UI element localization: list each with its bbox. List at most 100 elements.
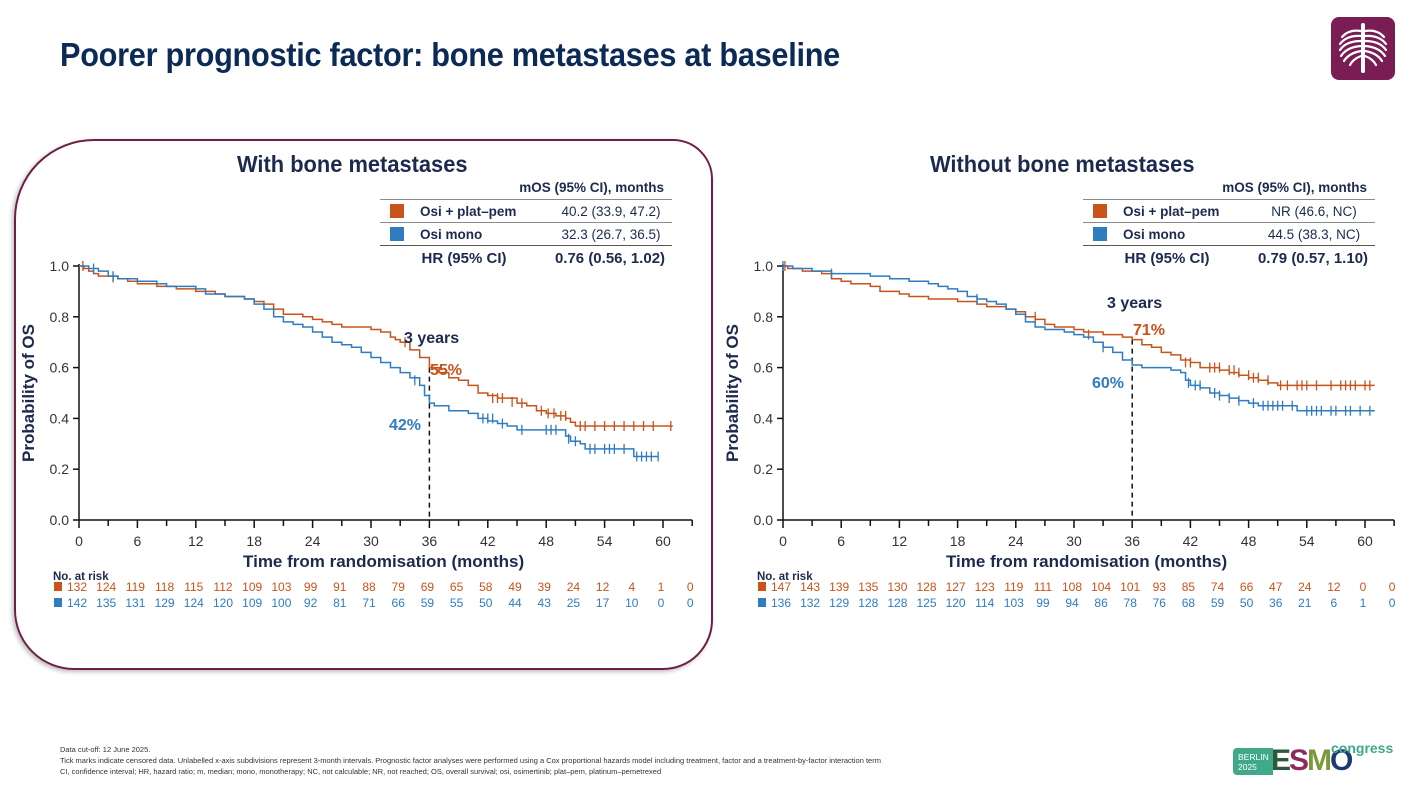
risk-count-combo: 49 <box>508 580 522 594</box>
risk-table-label: No. at risk <box>53 571 109 583</box>
risk-count-mono: 94 <box>1065 596 1079 610</box>
x-tick-label: 42 <box>480 533 496 549</box>
x-tick-label: 24 <box>1008 533 1024 549</box>
risk-count-combo: 1 <box>658 580 665 594</box>
landmark-label: 3 years <box>404 330 459 347</box>
hr-value: 0.79 (0.57, 1.10) <box>1257 249 1369 267</box>
congress-city: BERLIN 2025 <box>1233 748 1273 775</box>
risk-table-label: No. at risk <box>757 571 813 583</box>
risk-count-combo: 88 <box>362 580 376 594</box>
risk-count-mono: 0 <box>658 596 665 610</box>
risk-count-mono: 0 <box>1389 596 1396 610</box>
risk-count-combo: 0 <box>1360 580 1367 594</box>
legend-label: Osi mono <box>420 226 483 242</box>
y-tick-label: 0.2 <box>754 461 774 477</box>
risk-count-combo: 135 <box>858 580 878 594</box>
risk-count-combo: 111 <box>1034 580 1053 594</box>
legend-table-with-bone-mets: mOS (95% CI), months Osi + plat–pem 40.2… <box>380 177 672 270</box>
legend-mos: NR (46.6, NC) <box>1271 203 1357 219</box>
y-tick-label: 0.4 <box>50 410 70 426</box>
risk-count-combo: 103 <box>271 580 291 594</box>
x-tick-label: 36 <box>422 533 438 549</box>
km-curve-mono <box>79 265 659 458</box>
km-curve-combo <box>79 265 673 427</box>
km-chart-0: 0 6 12 18 24 30 36 42 48 54 60 0.0 0.2 0.4 0.6 0.8 1.0 Ti… <box>19 258 694 610</box>
y-tick-label: 0.6 <box>754 360 774 376</box>
risk-count-combo: 104 <box>1091 580 1111 594</box>
risk-count-combo: 112 <box>213 580 232 594</box>
congress-city-name: BERLIN <box>1238 752 1269 762</box>
risk-count-mono: 10 <box>625 596 639 610</box>
x-tick-label: 54 <box>597 533 613 549</box>
risk-count-combo: 99 <box>304 580 318 594</box>
x-tick-label: 6 <box>134 533 142 549</box>
hr-value: 0.76 (0.56, 1.02) <box>554 249 666 267</box>
legend-table-without-bone-mets: mOS (95% CI), months Osi + plat–pem NR (… <box>1083 177 1375 270</box>
risk-count-combo: 47 <box>1269 580 1283 594</box>
legend-row-mono: Osi mono 44.5 (38.3, NC) <box>1083 222 1375 245</box>
legend-header: mOS (95% CI), months <box>519 180 664 195</box>
risk-count-combo: 124 <box>96 580 116 594</box>
risk-count-mono: 142 <box>67 596 87 610</box>
risk-count-mono: 6 <box>1331 596 1338 610</box>
risk-count-combo: 0 <box>687 580 694 594</box>
risk-count-combo: 119 <box>1004 580 1023 594</box>
congress-label: congress <box>1331 740 1394 756</box>
risk-count-mono: 0 <box>687 596 694 610</box>
risk-count-mono: 44 <box>508 596 522 610</box>
x-tick-label: 30 <box>1066 533 1082 549</box>
x-tick-label: 48 <box>538 533 554 549</box>
mono-swatch <box>390 227 404 241</box>
x-tick-label: 54 <box>1299 533 1315 549</box>
risk-swatch-mono <box>758 598 766 607</box>
km-curve-combo <box>783 265 1375 387</box>
legend-mos: 32.3 (26.7, 36.5) <box>561 226 661 242</box>
highlight-panel-border <box>14 139 713 670</box>
x-tick-label: 12 <box>188 533 204 549</box>
risk-count-mono: 120 <box>946 596 966 610</box>
risk-count-mono: 92 <box>304 596 318 610</box>
x-tick-label: 6 <box>837 533 845 549</box>
hr-label: HR (95% CI) <box>421 249 507 267</box>
risk-count-mono: 59 <box>1211 596 1225 610</box>
risk-count-mono: 59 <box>421 596 435 610</box>
risk-count-combo: 58 <box>479 580 493 594</box>
risk-count-mono: 17 <box>596 596 610 610</box>
x-tick-label: 0 <box>75 533 83 549</box>
risk-count-mono: 103 <box>1004 596 1024 610</box>
risk-count-mono: 99 <box>1036 596 1050 610</box>
landmark-mono-pct: 42% <box>389 417 421 434</box>
risk-count-combo: 0 <box>1389 580 1396 594</box>
x-tick-label: 18 <box>246 533 262 549</box>
x-tick-label: 60 <box>655 533 671 549</box>
risk-count-combo: 118 <box>155 580 174 594</box>
risk-count-combo: 108 <box>1062 580 1082 594</box>
esmo-congress-logo: BERLIN 2025 ESMO congress <box>1233 740 1403 777</box>
risk-count-combo: 39 <box>538 580 552 594</box>
km-chart-1: 0 6 12 18 24 30 36 42 48 54 600.00.20.40.60.81.0Ti… <box>723 258 1396 610</box>
risk-count-mono: 50 <box>1240 596 1254 610</box>
risk-count-combo: 93 <box>1153 580 1167 594</box>
mono-swatch <box>1093 227 1107 241</box>
risk-count-combo: 24 <box>567 580 581 594</box>
risk-count-combo: 139 <box>829 580 849 594</box>
y-axis-label: Probability of OS <box>723 324 742 462</box>
y-tick-label: 0.8 <box>50 309 70 325</box>
legend-row-combo: Osi + plat–pem 40.2 (33.9, 47.2) <box>380 199 672 222</box>
risk-count-mono: 25 <box>567 596 581 610</box>
risk-count-mono: 21 <box>1298 596 1312 610</box>
x-tick-label: 42 <box>1183 533 1199 549</box>
y-tick-label: 0.0 <box>50 512 70 528</box>
risk-count-mono: 132 <box>800 596 820 610</box>
x-tick-label: 18 <box>950 533 966 549</box>
risk-count-combo: 85 <box>1182 580 1196 594</box>
risk-count-mono: 50 <box>479 596 493 610</box>
combo-swatch <box>390 204 404 218</box>
esmo-brand: ESMO <box>1271 744 1353 777</box>
legend-label: Osi mono <box>1123 226 1186 242</box>
risk-count-mono: 78 <box>1124 596 1138 610</box>
risk-count-mono: 109 <box>242 596 262 610</box>
risk-count-mono: 55 <box>450 596 464 610</box>
risk-count-combo: 66 <box>1240 580 1254 594</box>
